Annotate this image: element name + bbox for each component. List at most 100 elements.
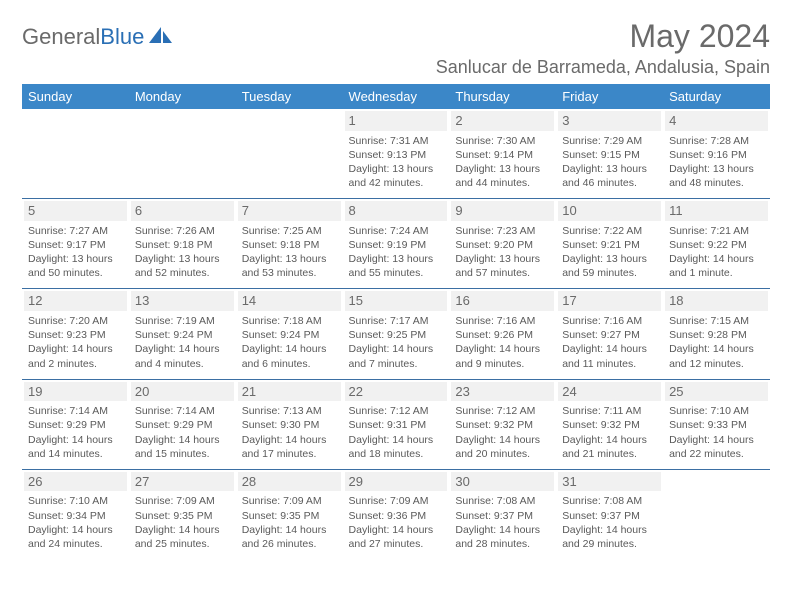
calendar-week-row: 5Sunrise: 7:27 AMSunset: 9:17 PMDaylight… xyxy=(22,199,770,289)
calendar-cell xyxy=(236,109,343,199)
calendar-cell: 18Sunrise: 7:15 AMSunset: 9:28 PMDayligh… xyxy=(663,289,770,379)
sunrise-text: Sunrise: 7:08 AM xyxy=(562,494,657,508)
day-number: 28 xyxy=(238,472,341,492)
sunrise-text: Sunrise: 7:12 AM xyxy=(349,404,444,418)
daylight1-text: Daylight: 13 hours xyxy=(669,162,764,176)
day-number: 25 xyxy=(665,382,768,402)
calendar-cell: 2Sunrise: 7:30 AMSunset: 9:14 PMDaylight… xyxy=(449,109,556,199)
sunset-text: Sunset: 9:24 PM xyxy=(242,328,337,342)
calendar-cell: 15Sunrise: 7:17 AMSunset: 9:25 PMDayligh… xyxy=(343,289,450,379)
daylight2-text: and 2 minutes. xyxy=(28,357,123,371)
daylight1-text: Daylight: 13 hours xyxy=(135,252,230,266)
sunset-text: Sunset: 9:14 PM xyxy=(455,148,550,162)
sunset-text: Sunset: 9:30 PM xyxy=(242,418,337,432)
daylight1-text: Daylight: 14 hours xyxy=(242,523,337,537)
sunrise-text: Sunrise: 7:09 AM xyxy=(135,494,230,508)
weekday-header: Sunday xyxy=(22,84,129,109)
calendar-table: Sunday Monday Tuesday Wednesday Thursday… xyxy=(22,84,770,559)
calendar-cell: 4 Sunrise: 7:28 AMSunset: 9:16 PMDaylight… xyxy=(663,109,770,199)
logo-word-1: General xyxy=(22,24,100,49)
sunset-text: Sunset: 9:19 PM xyxy=(349,238,444,252)
sunset-text: Sunset: 9:25 PM xyxy=(349,328,444,342)
calendar-week-row: 19Sunrise: 7:14 AMSunset: 9:29 PMDayligh… xyxy=(22,379,770,469)
daylight2-text: and 50 minutes. xyxy=(28,266,123,280)
daylight2-text: and 18 minutes. xyxy=(349,447,444,461)
daylight1-text: Daylight: 14 hours xyxy=(455,433,550,447)
calendar-week-row: 12Sunrise: 7:20 AMSunset: 9:23 PMDayligh… xyxy=(22,289,770,379)
day-number: 26 xyxy=(24,472,127,492)
sunrise-text: Sunrise: 7:16 AM xyxy=(562,314,657,328)
day-number: 4 xyxy=(665,111,768,131)
daylight2-text: and 4 minutes. xyxy=(135,357,230,371)
daylight1-text: Daylight: 14 hours xyxy=(28,433,123,447)
day-number: 7 xyxy=(238,201,341,221)
day-number: 5 xyxy=(24,201,127,221)
sunrise-text: Sunrise: 7:17 AM xyxy=(349,314,444,328)
daylight1-text: Daylight: 14 hours xyxy=(669,433,764,447)
sail-icon xyxy=(148,25,174,50)
day-number: 1 xyxy=(345,111,448,131)
day-number: 12 xyxy=(24,291,127,311)
sunset-text: Sunset: 9:26 PM xyxy=(455,328,550,342)
calendar-cell: 10Sunrise: 7:22 AMSunset: 9:21 PMDayligh… xyxy=(556,199,663,289)
day-number: 16 xyxy=(451,291,554,311)
sunset-text: Sunset: 9:15 PM xyxy=(562,148,657,162)
weekday-header: Saturday xyxy=(663,84,770,109)
sunset-text: Sunset: 9:13 PM xyxy=(349,148,444,162)
daylight1-text: Daylight: 14 hours xyxy=(349,342,444,356)
daylight2-text: and 21 minutes. xyxy=(562,447,657,461)
sunset-text: Sunset: 9:33 PM xyxy=(669,418,764,432)
day-number: 6 xyxy=(131,201,234,221)
sunset-text: Sunset: 9:20 PM xyxy=(455,238,550,252)
sunrise-text: Sunrise: 7:14 AM xyxy=(28,404,123,418)
daylight1-text: Daylight: 13 hours xyxy=(562,252,657,266)
daylight2-text: and 6 minutes. xyxy=(242,357,337,371)
daylight1-text: Daylight: 14 hours xyxy=(349,433,444,447)
day-number: 19 xyxy=(24,382,127,402)
calendar-cell: 7Sunrise: 7:25 AMSunset: 9:18 PMDaylight… xyxy=(236,199,343,289)
daylight1-text: Daylight: 14 hours xyxy=(455,523,550,537)
day-number: 24 xyxy=(558,382,661,402)
daylight2-text: and 15 minutes. xyxy=(135,447,230,461)
weekday-header: Wednesday xyxy=(343,84,450,109)
calendar-cell: 11Sunrise: 7:21 AMSunset: 9:22 PMDayligh… xyxy=(663,199,770,289)
sunset-text: Sunset: 9:16 PM xyxy=(669,148,764,162)
sunset-text: Sunset: 9:23 PM xyxy=(28,328,123,342)
daylight1-text: Daylight: 14 hours xyxy=(28,342,123,356)
sunset-text: Sunset: 9:31 PM xyxy=(349,418,444,432)
daylight1-text: Daylight: 13 hours xyxy=(349,162,444,176)
calendar-cell: 9Sunrise: 7:23 AMSunset: 9:20 PMDaylight… xyxy=(449,199,556,289)
location: Sanlucar de Barrameda, Andalusia, Spain xyxy=(436,57,770,78)
daylight2-text: and 1 minute. xyxy=(669,266,764,280)
weekday-header: Tuesday xyxy=(236,84,343,109)
calendar-cell xyxy=(22,109,129,199)
sunrise-text: Sunrise: 7:15 AM xyxy=(669,314,764,328)
calendar-cell: 27Sunrise: 7:09 AMSunset: 9:35 PMDayligh… xyxy=(129,469,236,559)
sunrise-text: Sunrise: 7:28 AM xyxy=(669,134,764,148)
sunset-text: Sunset: 9:18 PM xyxy=(242,238,337,252)
daylight2-text: and 57 minutes. xyxy=(455,266,550,280)
calendar-cell: 1Sunrise: 7:31 AMSunset: 9:13 PMDaylight… xyxy=(343,109,450,199)
sunset-text: Sunset: 9:37 PM xyxy=(562,509,657,523)
daylight2-text: and 48 minutes. xyxy=(669,176,764,190)
sunrise-text: Sunrise: 7:27 AM xyxy=(28,224,123,238)
day-number-blank xyxy=(665,472,768,492)
calendar-cell: 6Sunrise: 7:26 AMSunset: 9:18 PMDaylight… xyxy=(129,199,236,289)
calendar-cell: 13Sunrise: 7:19 AMSunset: 9:24 PMDayligh… xyxy=(129,289,236,379)
calendar-cell: 20Sunrise: 7:14 AMSunset: 9:29 PMDayligh… xyxy=(129,379,236,469)
daylight2-text: and 53 minutes. xyxy=(242,266,337,280)
daylight1-text: Daylight: 14 hours xyxy=(562,342,657,356)
day-number: 29 xyxy=(345,472,448,492)
daylight1-text: Daylight: 14 hours xyxy=(135,433,230,447)
day-number: 10 xyxy=(558,201,661,221)
daylight1-text: Daylight: 14 hours xyxy=(349,523,444,537)
day-number: 21 xyxy=(238,382,341,402)
calendar-cell: 16Sunrise: 7:16 AMSunset: 9:26 PMDayligh… xyxy=(449,289,556,379)
sunrise-text: Sunrise: 7:20 AM xyxy=(28,314,123,328)
day-number: 9 xyxy=(451,201,554,221)
sunset-text: Sunset: 9:34 PM xyxy=(28,509,123,523)
sunset-text: Sunset: 9:22 PM xyxy=(669,238,764,252)
sunrise-text: Sunrise: 7:10 AM xyxy=(28,494,123,508)
daylight1-text: Daylight: 14 hours xyxy=(562,433,657,447)
sunset-text: Sunset: 9:18 PM xyxy=(135,238,230,252)
